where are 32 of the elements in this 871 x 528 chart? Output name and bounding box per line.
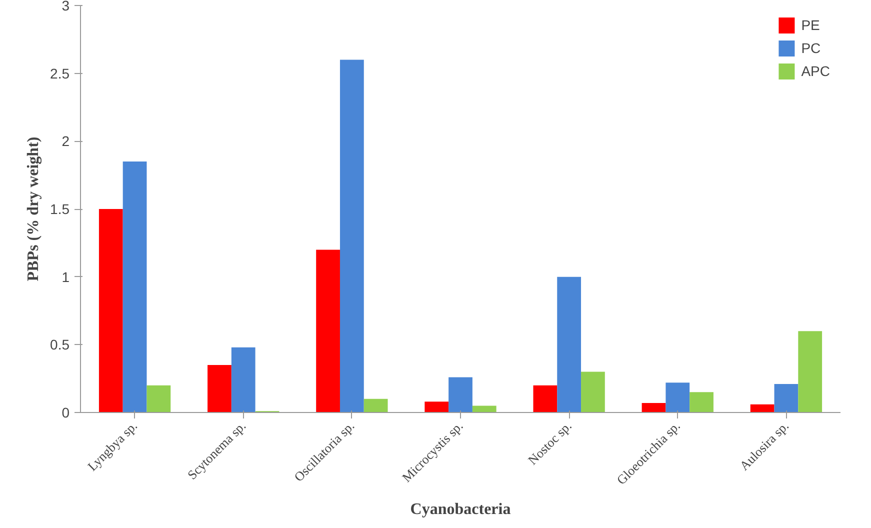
bar [364, 398, 388, 412]
bar [231, 347, 256, 412]
bar [98, 209, 123, 412]
bar [798, 331, 822, 412]
bar [750, 404, 774, 412]
legend-label: PE [801, 17, 821, 33]
bar [448, 377, 472, 412]
bar [472, 406, 496, 412]
bar [642, 403, 666, 412]
y-tick-label: 2 [62, 133, 70, 150]
bar [774, 384, 798, 412]
bar [122, 162, 147, 412]
legend-label: PC [801, 40, 822, 56]
bar [424, 402, 449, 412]
bar [533, 385, 558, 412]
bar [316, 250, 340, 412]
legend-label: APC [801, 63, 830, 79]
bar [146, 385, 171, 412]
y-tick-label: 1 [62, 268, 70, 285]
x-axis-title: Cyanobacteria [410, 500, 511, 518]
y-axis-title: PBPs (% dry weight) [25, 136, 42, 282]
y-tick-label: 0 [62, 404, 70, 420]
bar [666, 382, 690, 412]
bar [557, 276, 582, 412]
bar [581, 372, 605, 412]
y-tick-label: 3 [62, 0, 70, 14]
bar [690, 392, 714, 412]
y-tick-label: 1.5 [50, 201, 70, 217]
bar [208, 365, 232, 412]
bar [340, 60, 364, 412]
y-tick-label: 0.5 [50, 336, 70, 353]
y-tick-label: 2.5 [50, 65, 70, 82]
